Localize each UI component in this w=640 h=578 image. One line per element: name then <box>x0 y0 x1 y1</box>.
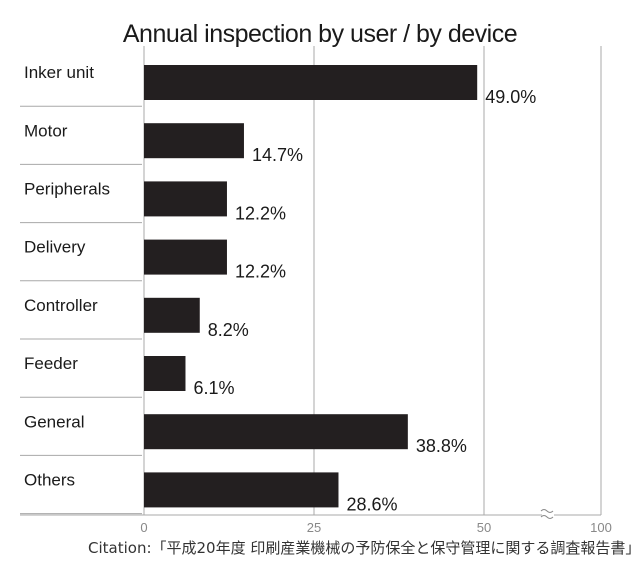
axis-break-gap <box>542 507 554 523</box>
x-tick-label: 25 <box>307 520 321 535</box>
category-label: Inker unit <box>24 63 94 82</box>
category-label: General <box>24 412 84 431</box>
bar-inker-unit <box>144 65 478 100</box>
category-label: Others <box>24 471 75 490</box>
category-label: Peripherals <box>24 180 110 199</box>
x-tick-label: 0 <box>140 520 147 535</box>
x-tick-label: 100 <box>590 520 612 535</box>
bar-feeder <box>144 356 186 391</box>
bar-peripherals <box>144 181 227 217</box>
bar-controller <box>144 297 200 333</box>
x-tick-label: 50 <box>477 520 491 535</box>
category-label: Controller <box>24 296 98 315</box>
value-label: 38.8% <box>416 436 467 456</box>
bar-others <box>144 472 339 508</box>
chart-title: Annual inspection by user / by device <box>122 20 518 48</box>
category-label: Motor <box>24 121 68 140</box>
category-label: Feeder <box>24 354 78 373</box>
axis-break-mark-bottom <box>540 515 554 519</box>
citation-text: Citation:「平成20年度 印刷産業機械の予防保全と保守管理に関する調査報… <box>88 539 640 557</box>
bar-delivery <box>144 239 227 275</box>
bar-general <box>144 414 408 450</box>
value-label: 12.2% <box>235 262 286 282</box>
axis-break-mark-top <box>540 509 554 513</box>
value-label: 28.6% <box>346 494 397 514</box>
value-label: 12.2% <box>235 203 286 223</box>
value-label: 6.1% <box>193 378 234 398</box>
value-label: 8.2% <box>208 320 249 340</box>
value-label: 14.7% <box>252 145 303 165</box>
value-label: 49.0% <box>485 87 536 107</box>
category-label: Delivery <box>24 238 86 257</box>
bar-motor <box>144 123 244 159</box>
